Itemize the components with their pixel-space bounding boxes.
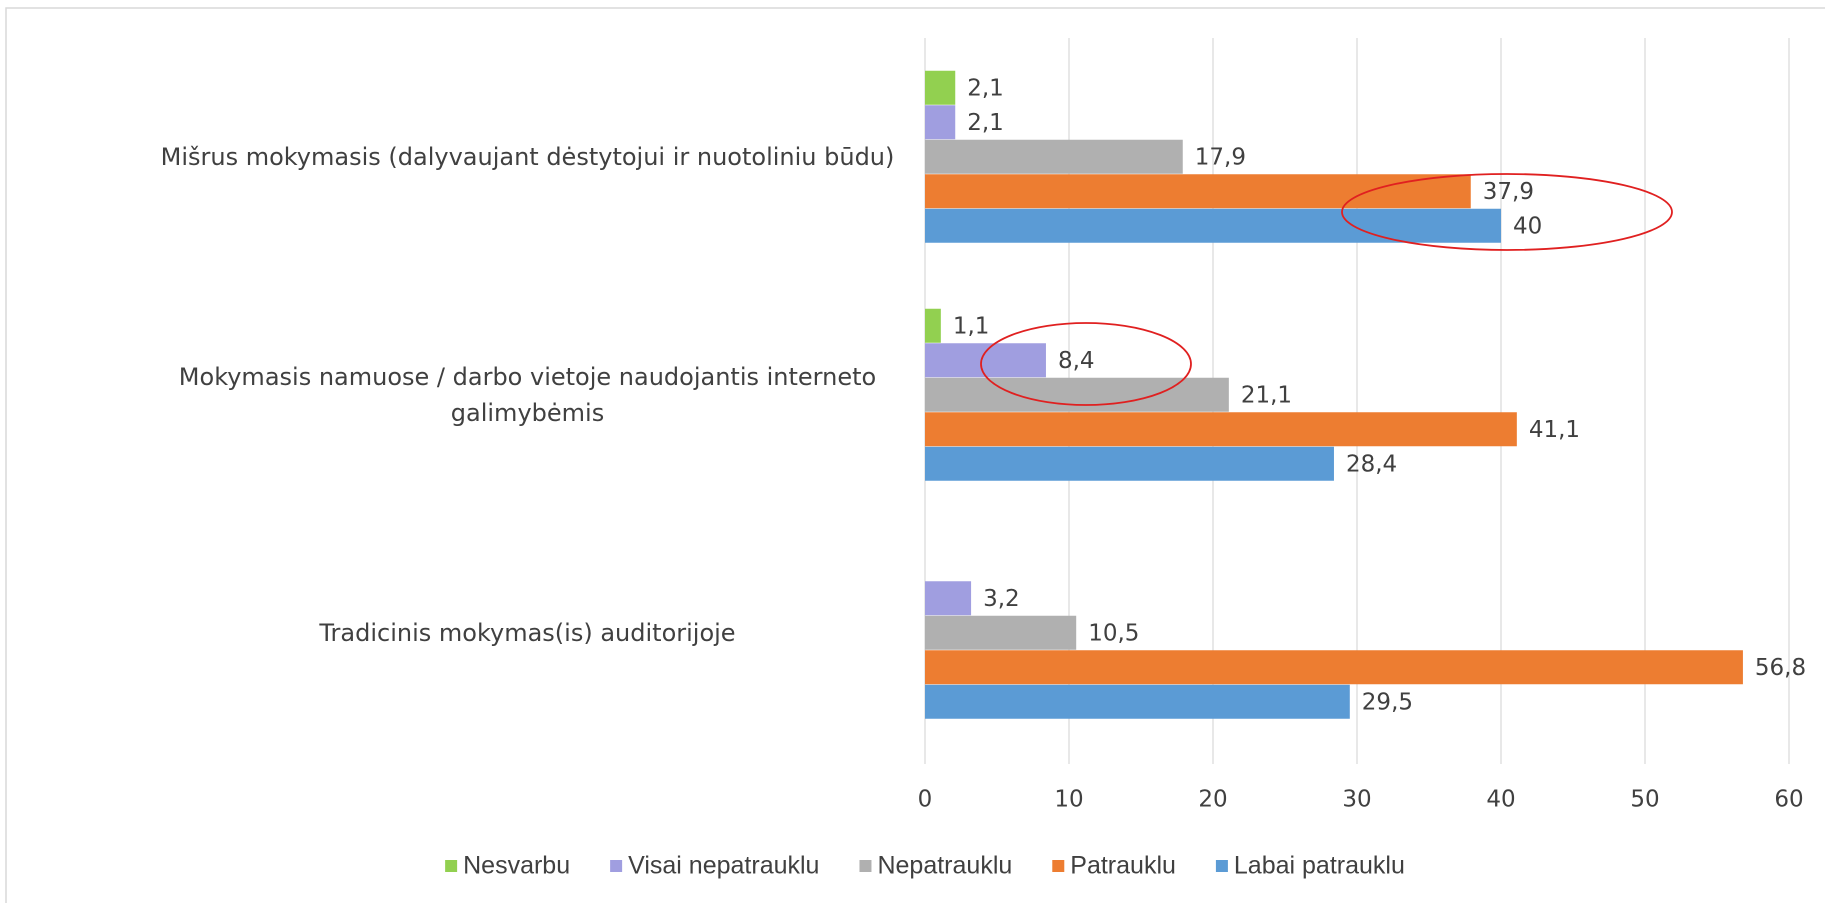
x-tick-label: 0 bbox=[918, 787, 933, 813]
category-label: Mokymasis namuose / darbo vietoje naudoj… bbox=[178, 363, 877, 427]
category-label: Mišrus mokymasis (dalyvaujant dėstytojui… bbox=[160, 143, 895, 171]
bar bbox=[925, 615, 1077, 650]
bar bbox=[925, 343, 1046, 378]
category-label: Tradicinis mokymas(is) auditorijoje bbox=[319, 619, 736, 647]
x-tick-label: 30 bbox=[1342, 787, 1371, 813]
legend-swatch bbox=[1052, 860, 1065, 872]
bar bbox=[925, 174, 1471, 209]
value-label: 1,1 bbox=[953, 314, 990, 340]
bar bbox=[925, 208, 1501, 243]
value-label: 37,9 bbox=[1483, 179, 1534, 205]
legend-swatch bbox=[1215, 860, 1228, 872]
bar bbox=[925, 139, 1183, 174]
legend: Nesvarbu Visai nepatrauklu Nepatrauklu Patr… bbox=[445, 852, 1405, 880]
bar bbox=[925, 684, 1350, 719]
bar bbox=[925, 377, 1229, 412]
value-label: 17,9 bbox=[1195, 145, 1246, 171]
x-tick-label: 40 bbox=[1486, 787, 1515, 813]
bar bbox=[925, 412, 1517, 447]
labels: 2,1 2,1 17,9 37,9 40 1,1 8,4 21,1 41,1 28,4 3,2 10,… bbox=[953, 76, 1806, 716]
bars bbox=[925, 70, 1743, 719]
legend-label: Visai nepatrauklu bbox=[628, 852, 819, 880]
value-label: 29,5 bbox=[1362, 690, 1413, 716]
bar bbox=[925, 446, 1334, 481]
bar bbox=[925, 105, 956, 140]
value-label: 40 bbox=[1513, 214, 1542, 240]
highlight-ellipse bbox=[1341, 173, 1673, 251]
legend-label: Nesvarbu bbox=[463, 852, 570, 880]
value-label: 2,1 bbox=[967, 110, 1004, 136]
bar bbox=[925, 650, 1743, 685]
x-tick-label: 10 bbox=[1054, 787, 1083, 813]
bar bbox=[925, 308, 941, 343]
value-label: 10,5 bbox=[1088, 621, 1139, 647]
value-label: 3,2 bbox=[983, 586, 1020, 612]
legend-swatch bbox=[859, 860, 872, 872]
value-label: 2,1 bbox=[967, 76, 1004, 102]
grid: 0 10 20 30 40 50 60 bbox=[918, 38, 1804, 813]
value-label: 41,1 bbox=[1529, 417, 1580, 443]
legend-label: Nepatrauklu bbox=[877, 852, 1012, 880]
bar bbox=[925, 70, 956, 105]
legend-label: Labai patrauklu bbox=[1234, 852, 1405, 880]
value-label: 8,4 bbox=[1058, 348, 1095, 374]
legend-swatch bbox=[445, 860, 458, 872]
legend-label: Patrauklu bbox=[1070, 852, 1176, 880]
x-tick-label: 20 bbox=[1198, 787, 1227, 813]
x-tick-label: 60 bbox=[1774, 787, 1803, 813]
chart-border bbox=[5, 7, 1825, 903]
highlight-ellipse bbox=[980, 322, 1192, 406]
x-tick-label: 50 bbox=[1630, 787, 1659, 813]
legend-swatch bbox=[610, 860, 623, 872]
value-label: 56,8 bbox=[1755, 655, 1806, 681]
value-label: 21,1 bbox=[1241, 383, 1292, 409]
bar bbox=[925, 581, 972, 616]
value-label: 28,4 bbox=[1346, 452, 1397, 478]
